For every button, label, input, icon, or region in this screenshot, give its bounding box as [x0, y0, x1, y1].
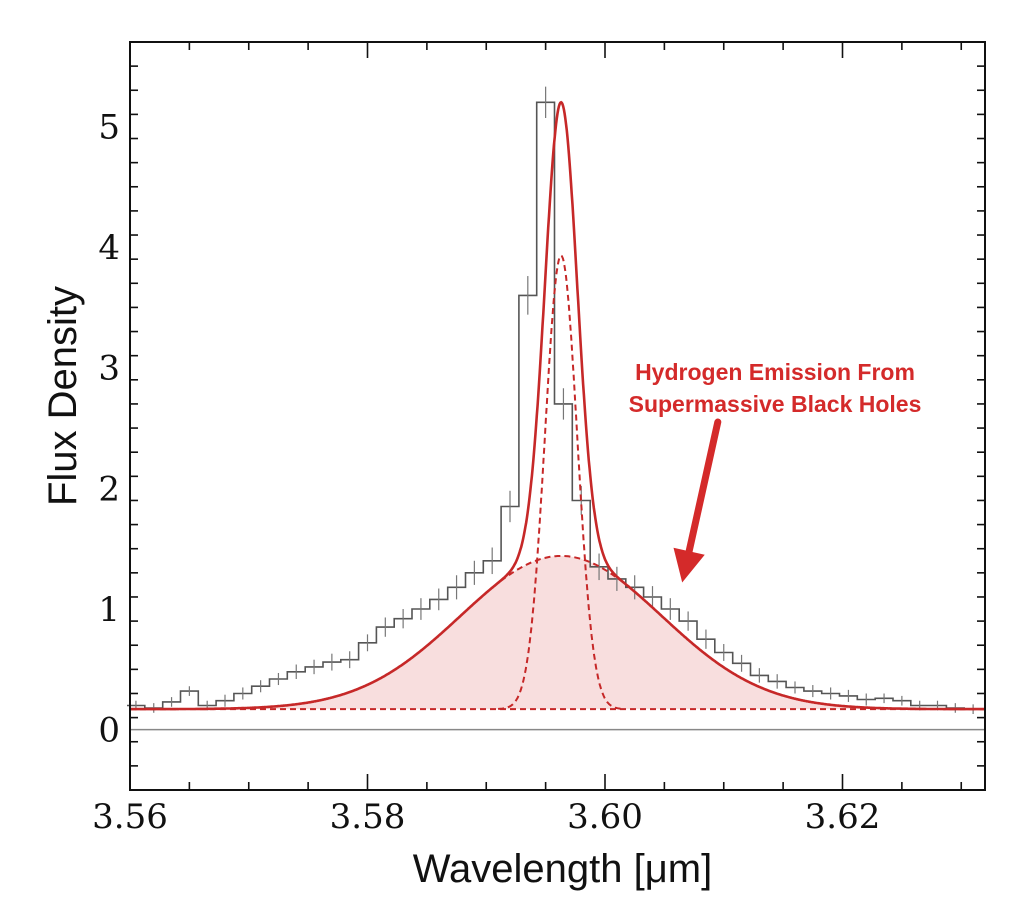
y-tick-label: 5: [98, 107, 120, 147]
y-tick-label: 1: [98, 590, 120, 630]
total-fit-line: [130, 100, 985, 711]
x-tick-label: 3.60: [567, 797, 643, 837]
annotation-arrow-head: [673, 547, 705, 583]
y-tick-label: 0: [98, 711, 120, 751]
x-tick-label: 3.58: [330, 797, 406, 837]
y-tick-label: 4: [98, 228, 120, 268]
x-tick-label: 3.62: [805, 797, 881, 837]
plot-frame: [129, 41, 986, 791]
y-axis-title: Flux Density: [41, 286, 85, 506]
y-tick-label: 3: [98, 349, 120, 389]
annotation-line-2: Supermassive Black Holes: [629, 391, 922, 417]
x-axis-title: Wavelength [μm]: [413, 847, 712, 891]
annotation-line-1: Hydrogen Emission From: [635, 359, 915, 385]
y-tick-label: 2: [98, 469, 120, 509]
observed-spectrum-histogram: [127, 101, 982, 710]
x-tick-label: 3.56: [92, 797, 168, 837]
broad-component-fill: [130, 556, 985, 710]
annotation-arrow-shaft: [685, 418, 722, 555]
